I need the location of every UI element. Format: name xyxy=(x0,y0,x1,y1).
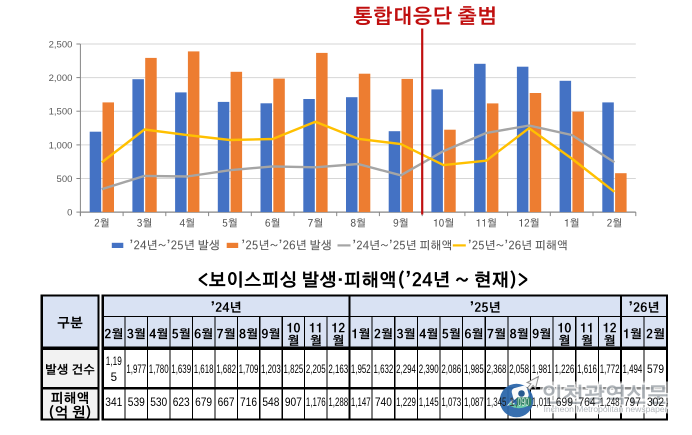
svg-text:699: 699 xyxy=(556,395,573,409)
svg-text:1,709: 1,709 xyxy=(239,364,259,376)
svg-text:679: 679 xyxy=(195,395,212,409)
svg-text:1,985: 1,985 xyxy=(464,364,484,376)
svg-text:1,203: 1,203 xyxy=(261,364,281,376)
svg-text:1,494: 1,494 xyxy=(623,364,643,376)
svg-text:764: 764 xyxy=(579,395,596,409)
svg-text:2,390: 2,390 xyxy=(419,364,439,376)
svg-text:1,011: 1,011 xyxy=(532,397,552,409)
svg-text:1,288: 1,288 xyxy=(328,397,348,409)
svg-text:5: 5 xyxy=(111,372,117,384)
svg-text:1,618: 1,618 xyxy=(194,364,214,376)
svg-text:1,248: 1,248 xyxy=(600,397,620,409)
svg-text:2,368: 2,368 xyxy=(487,364,507,376)
svg-text:623: 623 xyxy=(173,395,190,409)
svg-text:1,500: 1,500 xyxy=(49,107,73,118)
svg-text:548: 548 xyxy=(262,395,279,409)
svg-text:2,294: 2,294 xyxy=(396,364,416,376)
svg-text:1,682: 1,682 xyxy=(216,364,236,376)
svg-text:2,205: 2,205 xyxy=(306,364,326,376)
svg-text:1,145: 1,145 xyxy=(419,397,439,409)
svg-text:2,058: 2,058 xyxy=(509,364,529,376)
svg-text:907: 907 xyxy=(285,395,302,409)
svg-text:740: 740 xyxy=(375,395,392,409)
svg-text:667: 667 xyxy=(218,395,235,409)
svg-text:716: 716 xyxy=(240,395,257,409)
svg-text:579: 579 xyxy=(647,362,664,376)
svg-text:1,226: 1,226 xyxy=(555,364,575,376)
svg-text:302: 302 xyxy=(647,395,664,409)
svg-text:1,977: 1,977 xyxy=(126,364,146,376)
svg-text:1,981: 1,981 xyxy=(532,364,552,376)
svg-text:1,176: 1,176 xyxy=(306,397,326,409)
svg-text:1,147: 1,147 xyxy=(351,397,371,409)
svg-text:2,163: 2,163 xyxy=(328,364,348,376)
svg-text:1,073: 1,073 xyxy=(441,397,461,409)
svg-text:530: 530 xyxy=(150,395,167,409)
svg-text:1,616: 1,616 xyxy=(577,364,597,376)
svg-text:1,087: 1,087 xyxy=(464,397,484,409)
svg-text:1,000: 1,000 xyxy=(49,140,73,151)
svg-text:1,825: 1,825 xyxy=(284,364,304,376)
svg-text:539: 539 xyxy=(128,395,145,409)
svg-text:1,952: 1,952 xyxy=(351,364,371,376)
svg-text:1,345: 1,345 xyxy=(487,397,507,409)
svg-text:Incheon Metropolitan newspaper: Incheon Metropolitan newspaper xyxy=(544,405,668,414)
svg-text:1,: 1, xyxy=(509,397,518,409)
svg-text:0: 0 xyxy=(67,208,72,219)
svg-text:797: 797 xyxy=(624,395,641,409)
svg-text:1,639: 1,639 xyxy=(171,364,191,376)
svg-text:2,086: 2,086 xyxy=(441,364,461,376)
svg-text:090: 090 xyxy=(518,397,530,409)
svg-text:2,000: 2,000 xyxy=(49,73,73,84)
svg-text:1,229: 1,229 xyxy=(396,397,416,409)
svg-text:1,632: 1,632 xyxy=(374,364,394,376)
svg-text:1,19: 1,19 xyxy=(106,356,122,368)
svg-text:1,772: 1,772 xyxy=(600,364,620,376)
svg-text:341: 341 xyxy=(105,395,122,409)
svg-text:2,500: 2,500 xyxy=(49,39,73,50)
svg-text:1,780: 1,780 xyxy=(149,364,169,376)
svg-text:500: 500 xyxy=(57,174,73,185)
